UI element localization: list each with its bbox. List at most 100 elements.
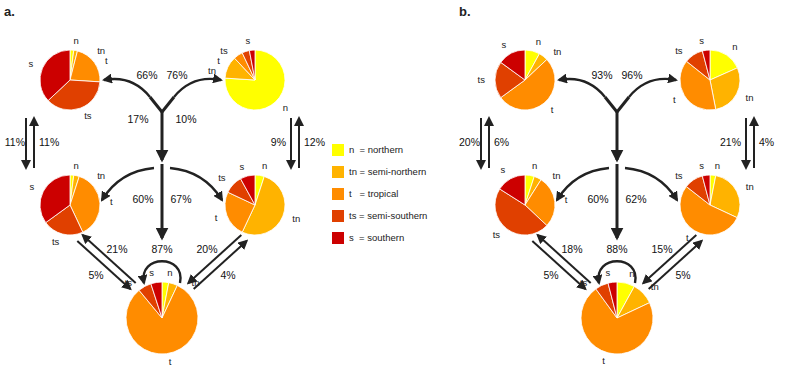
slice-label: tn: [553, 46, 561, 57]
flow-arrow: [77, 241, 130, 289]
pie: ntntsts: [493, 160, 568, 240]
slice-label: t: [215, 212, 218, 223]
flow-annotation: 11%: [5, 136, 25, 148]
flow-annotation: 87%: [151, 243, 172, 255]
slice-label: tn: [553, 170, 561, 181]
slice-label: t: [686, 232, 689, 243]
slice-label: s: [606, 267, 611, 278]
chart: a.ntnttssnststtnntntstsntnststntntsts66%…: [0, 0, 790, 388]
flow-annotation: 4%: [220, 269, 235, 281]
slice-label: ts: [478, 74, 486, 85]
slice-label: ts: [218, 172, 226, 183]
slice-label: tn: [97, 170, 105, 181]
flow-arrow: [194, 241, 247, 289]
slice-label: t: [105, 55, 108, 66]
flow-arrow: [753, 118, 755, 168]
legend-swatch: [332, 166, 344, 178]
slice-label: tn: [192, 277, 200, 288]
flow-arrow: [104, 79, 150, 97]
slice-label: s: [500, 164, 505, 175]
flow-annotation: 60%: [587, 193, 608, 205]
slice-label: s: [502, 39, 507, 50]
pie-slice: [702, 50, 710, 80]
pie-slice: [40, 175, 70, 223]
legend-label: t = tropical: [349, 188, 398, 199]
slice-label: ts: [220, 45, 228, 56]
flow-annotation: 5%: [675, 269, 690, 281]
legend: n = northern tn = semi-northern t = tropic…: [332, 144, 427, 244]
flow-arrow: [480, 118, 482, 168]
slice-label: tn: [746, 92, 754, 103]
slice-label: n: [715, 160, 720, 171]
pie-slice: [40, 50, 70, 101]
flow-annotation: 76%: [166, 69, 187, 81]
slice-label: t: [169, 356, 172, 367]
pie-slice: [151, 282, 162, 318]
panel: a.ntnttssnststtnntntstsntnststntntsts66%…: [4, 4, 325, 367]
slice-label: ts: [493, 229, 501, 240]
flow-annotation: 17%: [127, 113, 148, 125]
legend-swatch: [332, 188, 344, 200]
panel: b.ntntstsntnststntntstsntnststntnstst93%…: [459, 4, 774, 366]
slice-label: s: [699, 35, 704, 46]
slice-label: tn: [746, 181, 754, 192]
legend-label: tn = semi-northern: [349, 166, 426, 177]
flow-arrow: [83, 235, 136, 283]
slice-label: ts: [675, 45, 683, 56]
pie-slice: [242, 51, 255, 80]
flow-annotation: 4%: [759, 136, 774, 148]
slice-label: tn: [651, 281, 659, 292]
flow-annotation: 20%: [459, 136, 480, 148]
flow-arrow: [532, 241, 585, 289]
pie-slice: [249, 50, 255, 80]
slice-label: t: [217, 55, 220, 66]
pie-slice: [225, 50, 285, 110]
slice-label: n: [167, 267, 172, 278]
flow-annotation: 15%: [651, 243, 672, 255]
flow-annotation: 21%: [106, 243, 127, 255]
legend-label: ts = semi-southern: [349, 210, 427, 221]
slice-label: t: [565, 194, 568, 205]
flow-arrow: [559, 79, 605, 97]
fork-branch: [617, 97, 629, 112]
flow-arrow: [290, 118, 292, 168]
flow-arrow: [161, 164, 164, 238]
flow-arrow: [745, 118, 747, 168]
slice-label: n: [283, 102, 288, 113]
pie: ntnstst: [580, 267, 659, 366]
flow-arrow: [33, 118, 35, 168]
panel-title: a.: [4, 4, 15, 19]
flow-annotation: 6%: [494, 136, 509, 148]
slice-label: ts: [580, 277, 588, 288]
flow-arrow: [616, 164, 619, 238]
fork-branch: [605, 97, 617, 112]
slice-label: s: [30, 181, 35, 192]
slice-label: s: [28, 58, 33, 69]
pie: ntntsts: [125, 267, 200, 367]
pie-slice: [70, 51, 100, 82]
arrows: [26, 79, 299, 289]
slice-label: ts: [125, 277, 133, 288]
flow-arrow: [488, 118, 490, 168]
flow-arrow: [629, 79, 676, 97]
flow-arrow: [298, 118, 300, 168]
slice-label: s: [149, 267, 154, 278]
flow-annotation: 12%: [304, 136, 325, 148]
pie-slice: [702, 175, 710, 205]
pie: ntnstst: [675, 160, 754, 243]
flow-annotation: 9%: [271, 136, 286, 148]
pie: ntntsts: [30, 160, 113, 248]
pie: ntntsts: [478, 36, 562, 115]
flow-arrow: [174, 79, 221, 97]
legend-label: n = northern: [349, 144, 403, 155]
slice-label: n: [536, 36, 541, 47]
flow-annotation: 10%: [175, 113, 196, 125]
slice-label: t: [602, 355, 605, 366]
slice-label: s: [699, 160, 704, 171]
slice-label: s: [240, 161, 245, 172]
flow-arrow: [538, 235, 591, 283]
slice-label: n: [262, 160, 267, 171]
slice-label: ts: [84, 110, 92, 121]
slice-label: n: [732, 41, 737, 52]
legend-swatch: [332, 210, 344, 222]
